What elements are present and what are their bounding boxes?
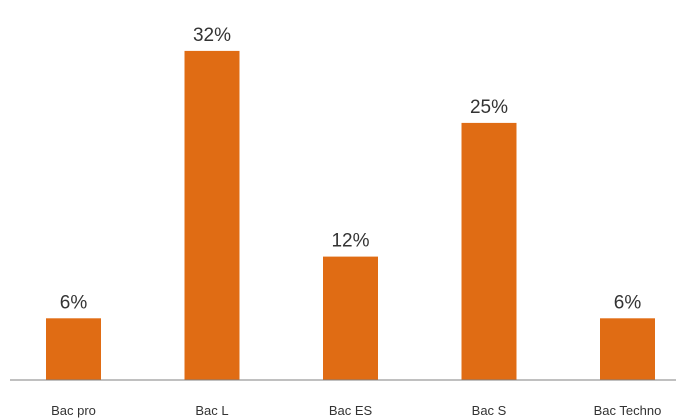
bar-bac-techno: [600, 318, 655, 380]
bar-bac-s: [461, 122, 517, 381]
data-label-bac-l: 32%: [193, 25, 231, 46]
x-tick-label-bac-techno: Bac Techno: [594, 403, 662, 418]
bars-group: [46, 50, 655, 381]
data-label-bac-s: 25%: [470, 97, 508, 118]
bar-bac-pro: [46, 318, 101, 380]
x-tick-label-bac-s: Bac S: [472, 403, 507, 418]
bar-bac-l: [184, 50, 240, 381]
bar-bac-es: [323, 256, 378, 380]
x-tick-label-bac-pro: Bac pro: [51, 403, 96, 418]
data-label-bac-techno: 6%: [614, 292, 642, 313]
x-tick-label-bac-es: Bac ES: [329, 403, 373, 418]
x-tick-labels-group: Bac pro Bac L Bac ES Bac S Bac Techno: [51, 403, 661, 418]
x-tick-label-bac-l: Bac L: [195, 403, 228, 418]
data-label-bac-es: 12%: [331, 231, 369, 252]
data-labels-group: 6% 32% 12% 25% 6%: [60, 25, 642, 313]
data-label-bac-pro: 6%: [60, 292, 88, 313]
